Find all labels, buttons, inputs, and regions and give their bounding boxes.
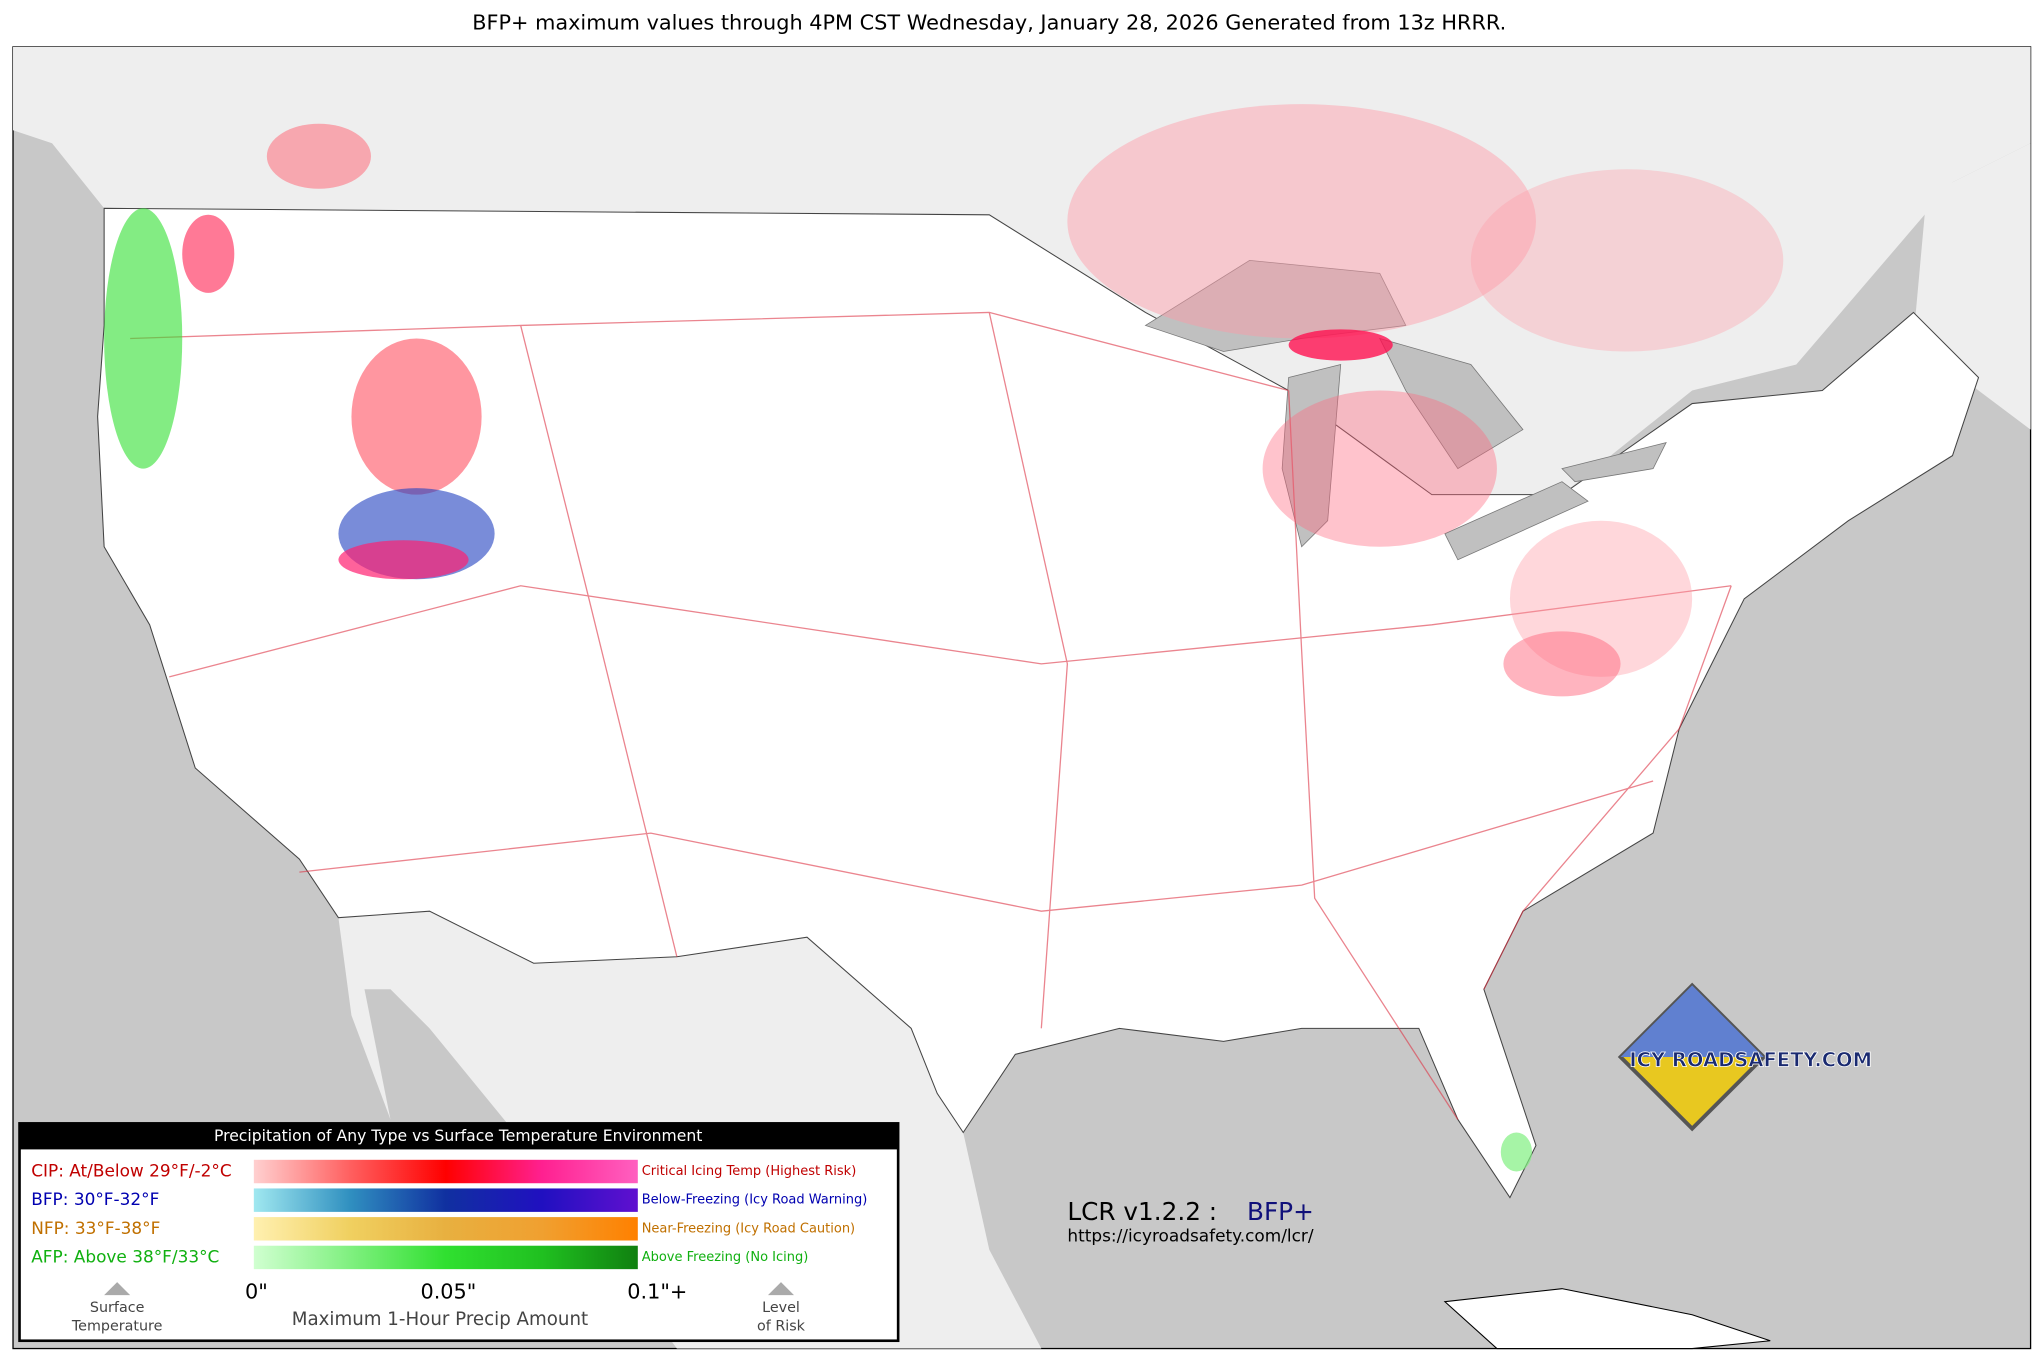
version: LCR v1.2.2 :: [1067, 1197, 1217, 1226]
legend-row-label: BFP: 30°F-32°F: [31, 1189, 159, 1209]
usa: [97, 207, 1980, 1199]
cuba: [1443, 1288, 1771, 1350]
legend-row-label: CIP: At/Below 29°F/-2°C: [31, 1161, 231, 1181]
legend-row-description: Near-Freezing (Icy Road Caution): [642, 1221, 855, 1236]
canada: [13, 46, 2031, 495]
legend-gradient: [253, 1245, 638, 1270]
highways: [130, 311, 1732, 1120]
legend: Precipitation of Any Type vs Surface Tem…: [18, 1122, 900, 1343]
left-label: Temperature: [71, 1318, 163, 1334]
legend-gradient: [253, 1217, 638, 1241]
precip-areas: [104, 104, 1784, 1172]
legend-gradient: [253, 1159, 638, 1184]
legend-row-description: Below-Freezing (Icy Road Warning): [642, 1193, 868, 1208]
legend-row-label: NFP: 33°F-38°F: [31, 1218, 160, 1238]
legend-row-description: Critical Icing Temp (Highest Risk): [642, 1164, 857, 1179]
legend-axis-label: Maximum 1-Hour Precip Amount: [292, 1309, 588, 1330]
right-label: of Risk: [757, 1318, 806, 1334]
legend-header-bar: [19, 1123, 899, 1150]
great-lakes: [1144, 259, 1667, 561]
left-label: Surface: [90, 1300, 145, 1316]
logo-text: ICY ROADSAFETY.COM: [1629, 1048, 1872, 1071]
legend-tick-label: 0.1"+: [627, 1280, 687, 1304]
product: BFP+: [1247, 1197, 1314, 1226]
legend-row-label: AFP: Above 38°F/33°C: [31, 1246, 219, 1266]
url: https://icyroadsafety.com/lcr/: [1067, 1226, 1313, 1246]
legend-tick-label: 0": [245, 1280, 268, 1304]
arrow-left: [104, 1282, 131, 1296]
right-label: Level: [762, 1300, 800, 1316]
legend-gradient: [253, 1188, 638, 1212]
legend-header: Precipitation of Any Type vs Surface Tem…: [214, 1127, 702, 1145]
logo: ICY ROADSAFETY.COM: [1617, 982, 1872, 1132]
arrow-right: [767, 1282, 795, 1296]
title: BFP+ maximum values through 4PM CST Wedn…: [472, 10, 1506, 34]
legend-row-description: Above Freezing (No Icing): [642, 1250, 809, 1265]
legend-tick-label: 0.05": [420, 1280, 476, 1304]
